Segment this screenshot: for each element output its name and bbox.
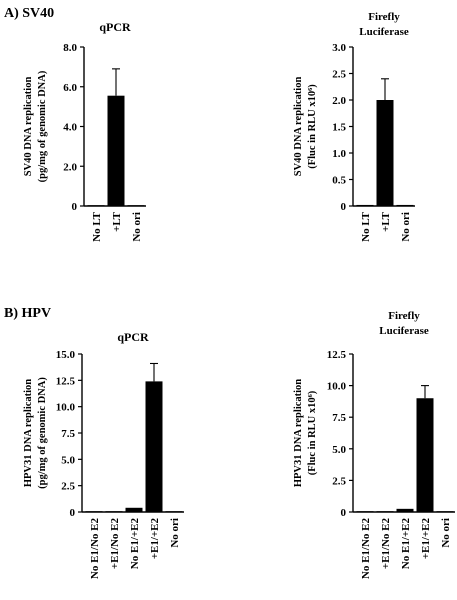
y-axis-label-line: (pg/mg of genomic DNA) — [37, 377, 48, 489]
bar — [436, 511, 454, 512]
bar — [85, 511, 103, 512]
bar — [145, 381, 163, 512]
y-tick-label: 8.0 — [63, 42, 77, 54]
y-tick-label: 0 — [72, 201, 78, 213]
chart-4: Firefly Luciferase HPV31 DNA replication (F… — [293, 310, 455, 579]
bar — [165, 511, 183, 512]
y-tick-label: 15.0 — [56, 349, 76, 361]
x-tick-label: No LT — [91, 211, 103, 242]
y-axis-label-line: SV40 DNA replication — [293, 77, 304, 177]
y-tick-label: 0 — [341, 201, 347, 213]
bar — [376, 511, 394, 512]
bar — [107, 95, 125, 206]
y-tick-label: 0.5 — [332, 175, 346, 187]
chart-title-line: qPCR — [99, 20, 131, 34]
x-tick-label: No ori — [440, 518, 452, 548]
bar — [125, 507, 143, 512]
panel-label-a: A) SV40 — [4, 6, 55, 21]
y-axis-label-line: HPV31 DNA replication — [293, 379, 304, 487]
y-tick-label: 6.0 — [63, 82, 77, 94]
y-tick-label: 2.5 — [61, 481, 75, 493]
x-tick-label: No LT — [360, 211, 372, 242]
x-tick-label: No E1/No E2 — [360, 518, 372, 580]
bar — [376, 100, 394, 206]
bar — [396, 508, 414, 512]
y-tick-label: 4.0 — [63, 122, 77, 134]
y-tick-label: 0 — [70, 507, 76, 519]
bar — [416, 398, 434, 512]
x-tick-label: No ori — [400, 212, 412, 242]
x-tick-label: +LT — [111, 211, 123, 232]
y-tick-label: 5.0 — [61, 454, 75, 466]
chart-3: qPCR HPV31 DNA replication (pg/mg of genom… — [23, 330, 184, 579]
y-tick-label: 5.0 — [332, 444, 346, 456]
x-tick-label: +E1/No E2 — [380, 518, 392, 570]
y-axis-label-line: SV40 DNA replication — [23, 77, 34, 177]
bar — [87, 205, 105, 206]
bar — [127, 205, 145, 206]
x-tick-label: No E1/No E2 — [89, 518, 101, 580]
y-tick-label: 2.5 — [332, 475, 346, 487]
y-tick-label: 2.0 — [63, 161, 77, 173]
y-tick-label: 10.0 — [56, 402, 76, 414]
x-tick-label: No ori — [169, 518, 181, 548]
x-tick-label: +LT — [380, 211, 392, 232]
y-tick-label: 7.5 — [332, 412, 346, 424]
chart-title-line: Luciferase — [379, 325, 429, 337]
chart-title-line: Firefly — [368, 11, 400, 23]
y-tick-label: 12.5 — [327, 349, 347, 361]
chart-1: qPCR SV40 DNA replication (pg/mg of genomi… — [23, 20, 146, 242]
y-axis-label-line: (Fluc in RLU x10⁶) — [307, 84, 318, 169]
bar — [356, 511, 374, 512]
x-tick-label: +E1/+E2 — [149, 518, 161, 560]
x-tick-label: No E1/+E2 — [129, 518, 141, 570]
y-axis-label-line: HPV31 DNA replication — [23, 379, 34, 487]
panel-label-b: B) HPV — [4, 306, 52, 321]
bar — [396, 204, 414, 206]
bar — [105, 511, 123, 512]
x-tick-label: +E1/No E2 — [109, 518, 121, 570]
y-tick-label: 3.0 — [332, 42, 346, 54]
y-tick-label: 10.0 — [327, 381, 347, 393]
chart-2: Firefly Luciferase SV40 DNA replication (Fl… — [293, 11, 415, 242]
y-axis-label-line: (Fluc in RLU x10⁶) — [307, 390, 318, 475]
y-axis-label-line: (pg/mg of genomic DNA) — [37, 70, 48, 182]
chart-title-line: Luciferase — [359, 26, 409, 38]
x-tick-label: No E1/+E2 — [400, 518, 412, 570]
y-tick-label: 0 — [341, 507, 347, 519]
x-tick-label: +E1/+E2 — [420, 518, 432, 560]
x-tick-label: No ori — [131, 212, 143, 242]
y-tick-label: 7.5 — [61, 428, 75, 440]
chart-title-line: Firefly — [388, 310, 420, 322]
y-tick-label: 12.5 — [56, 375, 76, 387]
y-tick-label: 1.0 — [332, 148, 346, 160]
bar — [356, 204, 374, 206]
chart-title-line: qPCR — [117, 330, 149, 344]
y-tick-label: 2.0 — [332, 95, 346, 107]
y-tick-label: 1.5 — [332, 122, 346, 134]
y-tick-label: 2.5 — [332, 69, 346, 81]
